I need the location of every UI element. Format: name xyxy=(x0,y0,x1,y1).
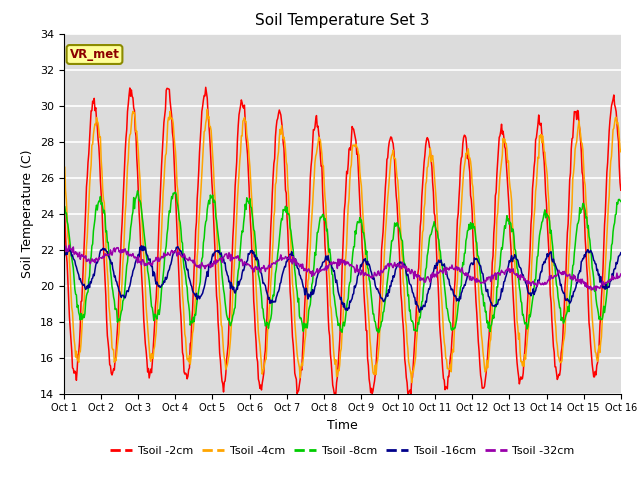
Y-axis label: Soil Temperature (C): Soil Temperature (C) xyxy=(22,149,35,278)
Legend: Tsoil -2cm, Tsoil -4cm, Tsoil -8cm, Tsoil -16cm, Tsoil -32cm: Tsoil -2cm, Tsoil -4cm, Tsoil -8cm, Tsoi… xyxy=(106,441,579,460)
Text: VR_met: VR_met xyxy=(70,48,120,61)
Title: Soil Temperature Set 3: Soil Temperature Set 3 xyxy=(255,13,429,28)
X-axis label: Time: Time xyxy=(327,419,358,432)
